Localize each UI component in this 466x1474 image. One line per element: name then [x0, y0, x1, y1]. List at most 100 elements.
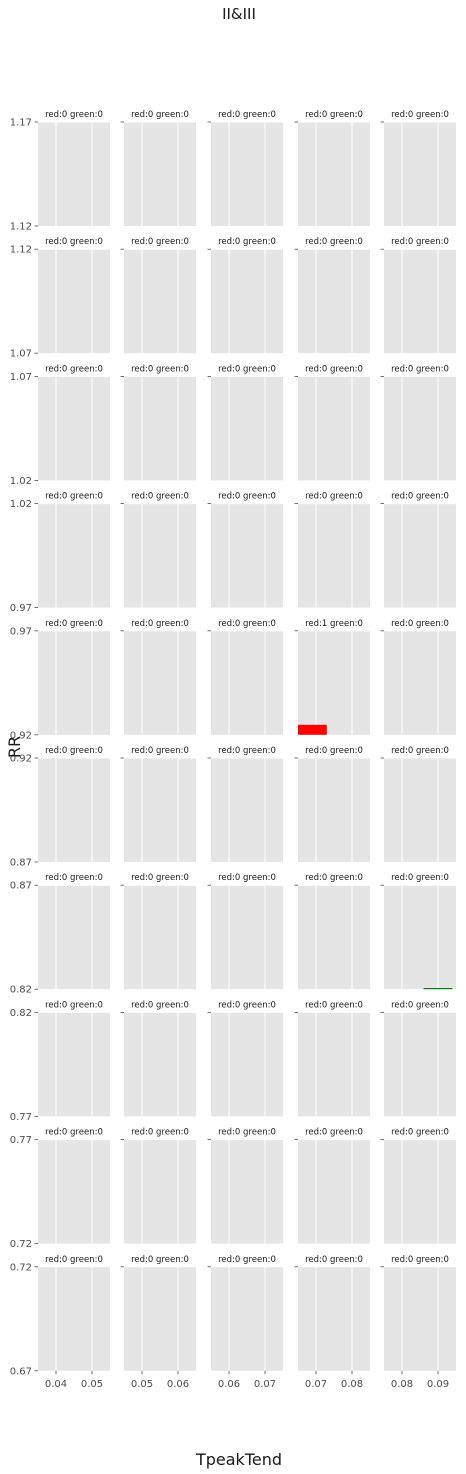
panel-9-0	[38, 1266, 110, 1371]
panel-5-4	[384, 758, 456, 862]
panel-title-1-4: red:0 green:0	[391, 237, 449, 247]
ytick-label-bottom-4: 0.92	[10, 730, 32, 741]
panel-6-0	[38, 885, 110, 990]
panel-title-5-4: red:0 green:0	[391, 746, 449, 756]
panel-0-2	[211, 122, 283, 226]
panel-7-0	[38, 1012, 110, 1117]
panel-title-6-1: red:0 green:0	[131, 873, 189, 883]
panel-3-1	[124, 503, 196, 608]
panel-9-2	[211, 1266, 283, 1371]
panel-title-6-4: red:0 green:0	[391, 873, 449, 883]
panel-7-2	[211, 1012, 283, 1117]
panel-title-2-0: red:0 green:0	[45, 364, 103, 374]
panel-8-0	[38, 1139, 110, 1244]
panel-title-7-0: red:0 green:0	[45, 1000, 103, 1010]
panel-title-8-1: red:0 green:0	[131, 1128, 189, 1138]
panel-0-4	[384, 122, 456, 226]
ytick-label-bottom-3: 0.97	[10, 603, 32, 614]
panel-4-2	[211, 630, 283, 735]
panel-1-4	[384, 249, 456, 354]
panel-grid: red:0 green:0 1.17 1.12 red:0 green:0 red:0 …	[10, 110, 456, 1390]
panel-title-3-1: red:0 green:0	[131, 492, 189, 502]
panel-title-8-0: red:0 green:0	[45, 1128, 103, 1138]
xtick-label-3-0: 0.07	[305, 1379, 327, 1390]
panel-title-0-2: red:0 green:0	[218, 110, 276, 120]
panel-title-0-0: red:0 green:0	[45, 110, 103, 120]
panel-9-4	[384, 1266, 456, 1371]
ytick-label-1: 1.12	[10, 245, 32, 256]
xtick-label-1-1: 0.06	[167, 1379, 189, 1390]
panel-title-3-4: red:0 green:0	[391, 492, 449, 502]
panel-title-2-1: red:0 green:0	[131, 364, 189, 374]
panel-5-1	[124, 758, 196, 862]
xtick-label-0-0: 0.04	[45, 1379, 67, 1390]
ytick-label-9: 0.72	[10, 1262, 32, 1273]
panel-title-8-3: red:0 green:0	[305, 1128, 363, 1138]
panel-title-1-2: red:0 green:0	[218, 237, 276, 247]
panel-title-3-2: red:0 green:0	[218, 492, 276, 502]
panel-title-7-4: red:0 green:0	[391, 1000, 449, 1010]
panel-1-3	[298, 249, 370, 354]
panel-6-4	[384, 885, 456, 990]
panel-title-7-3: red:0 green:0	[305, 1000, 363, 1010]
panel-title-6-2: red:0 green:0	[218, 873, 276, 883]
panel-9-1	[124, 1266, 196, 1371]
panel-title-8-4: red:0 green:0	[391, 1128, 449, 1138]
panel-1-0	[38, 249, 110, 354]
panel-title-4-4: red:0 green:0	[391, 619, 449, 629]
ytick-label-8: 0.77	[10, 1135, 32, 1146]
panel-4-4	[384, 630, 456, 735]
panel-title-7-2: red:0 green:0	[218, 1000, 276, 1010]
ytick-label-bottom-9: 0.67	[10, 1366, 32, 1377]
panel-2-2	[211, 376, 283, 481]
panel-8-3	[298, 1139, 370, 1244]
y-axis-label: RR	[5, 736, 24, 758]
ytick-label-bottom-8: 0.72	[10, 1239, 32, 1250]
ytick-label-7: 0.82	[10, 1008, 32, 1019]
ytick-label-2: 1.07	[10, 372, 32, 383]
panel-title-9-2: red:0 green:0	[218, 1255, 276, 1265]
panel-title-7-1: red:0 green:0	[131, 1000, 189, 1010]
panel-5-3	[298, 758, 370, 862]
panel-title-1-1: red:0 green:0	[131, 237, 189, 247]
panel-title-0-1: red:0 green:0	[131, 110, 189, 120]
xtick-label-2-1: 0.07	[254, 1379, 276, 1390]
ytick-label-6: 0.87	[10, 881, 32, 892]
ytick-label-bottom-6: 0.82	[10, 985, 32, 996]
panel-3-3	[298, 503, 370, 608]
panel-3-4	[384, 503, 456, 608]
ytick-label-bottom-2: 1.02	[10, 476, 32, 487]
panel-title-0-3: red:0 green:0	[305, 110, 363, 120]
panel-8-4	[384, 1139, 456, 1244]
bar-red-4-3	[298, 724, 327, 735]
ytick-label-bottom-1: 1.07	[10, 349, 32, 360]
ytick-label-bottom-5: 0.87	[10, 858, 32, 869]
xtick-label-1-0: 0.05	[131, 1379, 153, 1390]
panel-title-6-0: red:0 green:0	[45, 873, 103, 883]
ytick-label-bottom-7: 0.77	[10, 1112, 32, 1123]
panel-title-5-3: red:0 green:0	[305, 746, 363, 756]
panel-title-1-0: red:0 green:0	[45, 237, 103, 247]
panel-2-3	[298, 376, 370, 481]
panel-4-3	[298, 630, 370, 735]
panel-8-2	[211, 1139, 283, 1244]
panel-6-2	[211, 885, 283, 990]
panel-6-3	[298, 885, 370, 990]
panel-7-1	[124, 1012, 196, 1117]
x-axis-label: TpeakTend	[195, 1450, 282, 1469]
ytick-label-bottom-0: 1.12	[10, 222, 32, 233]
panel-0-0	[38, 122, 110, 226]
panel-title-9-0: red:0 green:0	[45, 1255, 103, 1265]
ytick-label-4: 0.97	[10, 626, 32, 637]
panel-4-1	[124, 630, 196, 735]
ytick-label-5: 0.92	[10, 754, 32, 765]
panel-title-5-0: red:0 green:0	[45, 746, 103, 756]
panel-9-3	[298, 1266, 370, 1371]
panel-title-4-0: red:0 green:0	[45, 619, 103, 629]
panel-title-9-4: red:0 green:0	[391, 1255, 449, 1265]
panel-0-1	[124, 122, 196, 226]
panel-title-9-1: red:0 green:0	[131, 1255, 189, 1265]
panel-title-4-1: red:0 green:0	[131, 619, 189, 629]
panel-6-1	[124, 885, 196, 990]
